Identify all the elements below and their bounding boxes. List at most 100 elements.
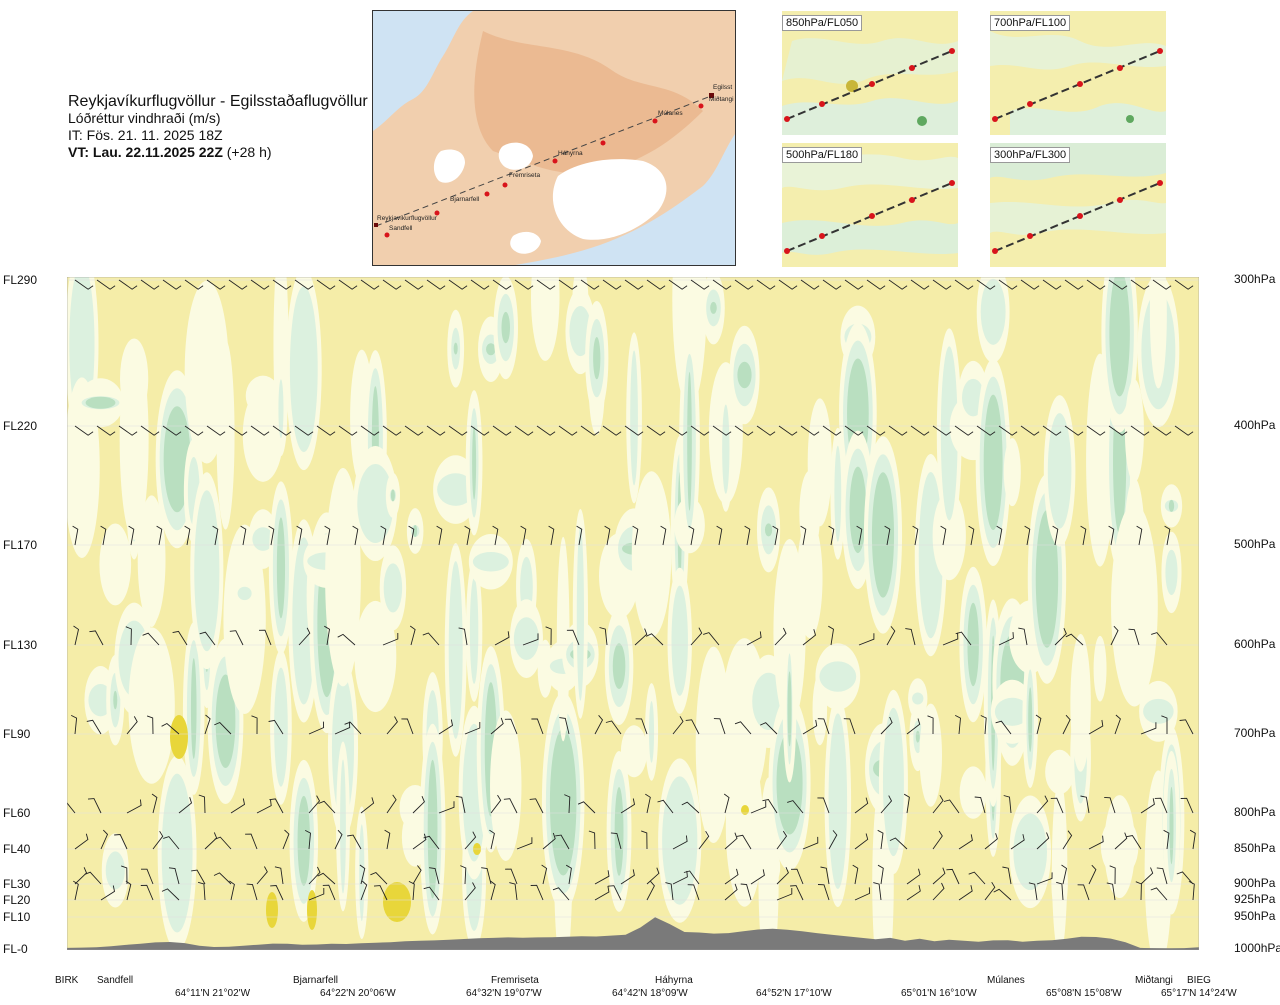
- glacier-vatnajokull: [552, 159, 667, 240]
- wind-barb: [1114, 832, 1128, 850]
- wind-barb: [822, 279, 842, 290]
- contour-region: [1013, 813, 1048, 891]
- wind-barb: [490, 880, 496, 901]
- wind-barb: [668, 279, 688, 290]
- mini-map-label: 500hPa/FL180: [782, 147, 863, 163]
- y-tick-label: FL130: [3, 638, 38, 652]
- wind-barb: [974, 796, 986, 814]
- contour-region: [215, 674, 236, 769]
- wind-barb: [121, 865, 128, 885]
- wind-barb: [1020, 425, 1040, 436]
- wind-barb: [298, 627, 311, 646]
- wind-barb: [602, 425, 622, 436]
- map-label: Bjarnarfell: [450, 196, 480, 203]
- contour-region: [687, 371, 692, 511]
- wind-barb: [594, 870, 610, 885]
- wind-barb: [360, 797, 375, 814]
- wind-barb: [438, 801, 455, 814]
- wind-barb: [1042, 279, 1062, 290]
- wind-barb: [665, 882, 674, 901]
- wind-barb: [1010, 834, 1025, 850]
- wind-barb: [274, 866, 284, 885]
- x-coord-label: 64°22'N 20°06'W: [320, 988, 396, 999]
- wind-barb: [1108, 279, 1128, 290]
- contour-region: [237, 586, 252, 601]
- wind-barb: [162, 279, 182, 290]
- x-station-label: Háhyrna: [655, 975, 693, 986]
- wind-barb: [1024, 525, 1031, 546]
- wind-barb: [672, 870, 688, 885]
- wind-barb: [382, 633, 399, 646]
- y2-tick-label: 400hPa: [1234, 418, 1276, 432]
- wind-barb: [854, 833, 869, 850]
- wind-barb: [256, 866, 268, 885]
- wind-barb: [140, 884, 154, 901]
- wind-barb: [843, 718, 856, 735]
- wind-barb: [74, 867, 88, 885]
- wind-barb: [888, 279, 908, 290]
- wind-barb: [178, 797, 193, 814]
- x-station-label: Fremriseta: [491, 975, 539, 986]
- y2-tick-label: 700hPa: [1234, 726, 1276, 740]
- wind-barb: [100, 525, 107, 546]
- wind-barb: [438, 719, 454, 735]
- wind-barb: [464, 525, 471, 546]
- wind-barb: [141, 868, 154, 885]
- downdraft-region: [266, 892, 278, 928]
- wind-barb: [968, 871, 986, 885]
- wind-barb: [802, 629, 817, 646]
- wind-barb: [624, 425, 644, 436]
- variable-subtitle: Lóðréttur vindhraði (m/s): [68, 110, 221, 126]
- contour-region: [1149, 238, 1167, 389]
- wind-barb: [245, 833, 258, 850]
- wind-barb: [404, 425, 424, 436]
- wind-barb: [334, 721, 351, 735]
- wind-barb: [905, 628, 916, 646]
- mini-map-svg: [782, 11, 958, 135]
- wind-barb: [1108, 425, 1128, 436]
- contour-region: [1028, 687, 1033, 752]
- contour-region: [274, 667, 288, 787]
- wind-barb: [492, 425, 512, 436]
- downdraft-region: [170, 715, 188, 759]
- contour-region: [289, 286, 318, 453]
- contour-region: [612, 643, 626, 689]
- station-dot: [698, 103, 704, 109]
- contour-region: [1047, 413, 1072, 529]
- downdraft-region: [307, 890, 317, 930]
- wind-barb: [558, 279, 578, 290]
- wind-barb: [168, 867, 180, 885]
- wind-barb: [125, 880, 132, 901]
- wind-barb: [270, 885, 284, 901]
- wind-barb: [522, 633, 539, 646]
- wind-barb: [927, 715, 934, 735]
- contour-region: [448, 561, 463, 739]
- wind-barb: [316, 425, 336, 436]
- wind-barb: [184, 279, 204, 290]
- wind-barb: [641, 830, 648, 850]
- contour-region: [1035, 510, 1059, 648]
- y2-tick-label: 950hPa: [1234, 909, 1276, 923]
- wind-barb: [256, 799, 272, 814]
- wind-barb: [156, 525, 163, 546]
- wind-barb: [228, 279, 248, 290]
- wind-barb: [380, 525, 387, 546]
- wind-barb: [802, 836, 819, 850]
- wind-barb: [1086, 279, 1106, 290]
- mini-map-label: 850hPa/FL050: [782, 15, 863, 31]
- wind-barb: [565, 864, 572, 885]
- wind-barb: [1136, 525, 1143, 546]
- contour-region: [490, 710, 522, 861]
- wind-barb: [1180, 797, 1194, 814]
- wind-barb: [324, 625, 330, 646]
- wind-barb: [672, 716, 684, 735]
- wind-barb: [1164, 525, 1171, 546]
- wind-barb: [672, 835, 688, 850]
- contour-region: [472, 426, 477, 500]
- wind-barb: [70, 714, 78, 735]
- wind-barb: [746, 631, 762, 646]
- contour-region: [276, 517, 286, 619]
- wind-barb: [580, 279, 600, 290]
- station-dot: [552, 158, 558, 164]
- wind-barb: [958, 885, 973, 901]
